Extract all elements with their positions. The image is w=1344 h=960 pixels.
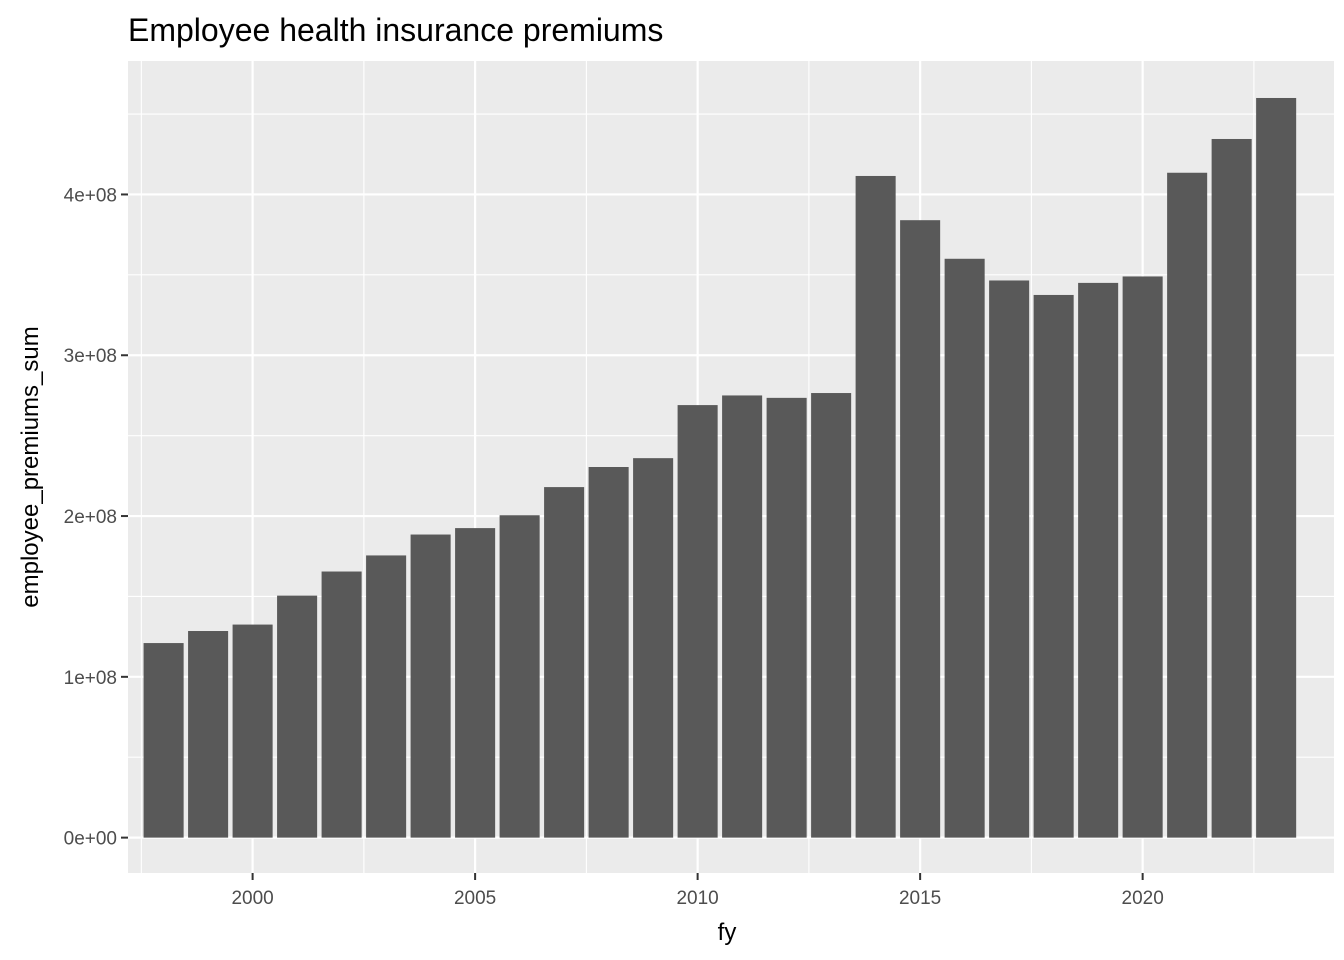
bar	[143, 643, 184, 838]
chart-title: Employee health insurance premiums	[128, 12, 663, 48]
y-axis-title: employee_premiums_sum	[17, 326, 44, 607]
x-axis: 2000 2005 2010 2015 2020	[231, 873, 1164, 909]
bar	[455, 528, 496, 838]
bar	[1122, 276, 1163, 838]
y-tick-label: 4e+08	[64, 185, 117, 206]
bar	[722, 395, 763, 838]
bar	[677, 405, 718, 838]
y-tick-label: 0e+00	[64, 829, 117, 850]
bar	[366, 555, 407, 838]
bar	[410, 534, 451, 838]
bar	[1078, 282, 1119, 838]
bar	[321, 571, 362, 838]
bar	[633, 458, 674, 838]
bar	[1256, 97, 1297, 838]
bars	[143, 97, 1297, 838]
bar	[1033, 294, 1074, 838]
x-tick-label: 2010	[676, 888, 718, 909]
bar	[1211, 138, 1252, 838]
y-tick-label: 2e+08	[64, 507, 117, 528]
bar	[588, 467, 629, 838]
bar	[900, 220, 941, 838]
bar	[277, 595, 318, 838]
x-tick-label: 2015	[899, 888, 941, 909]
bar	[232, 624, 273, 838]
bar	[944, 258, 985, 838]
x-tick-label: 2020	[1122, 888, 1164, 909]
bar	[811, 393, 852, 838]
y-tick-label: 1e+08	[64, 668, 117, 689]
y-axis: 0e+00 1e+08 2e+08 3e+08 4e+08	[64, 185, 128, 850]
bar	[544, 487, 585, 838]
x-tick-label: 2005	[454, 888, 496, 909]
bar	[766, 397, 807, 838]
bar	[188, 631, 229, 838]
x-axis-title: fy	[718, 919, 737, 946]
bar	[1167, 172, 1208, 838]
y-tick-label: 3e+08	[64, 346, 117, 367]
bar	[855, 175, 896, 838]
bar	[989, 280, 1030, 838]
bar	[499, 515, 540, 838]
x-tick-label: 2000	[231, 888, 273, 909]
